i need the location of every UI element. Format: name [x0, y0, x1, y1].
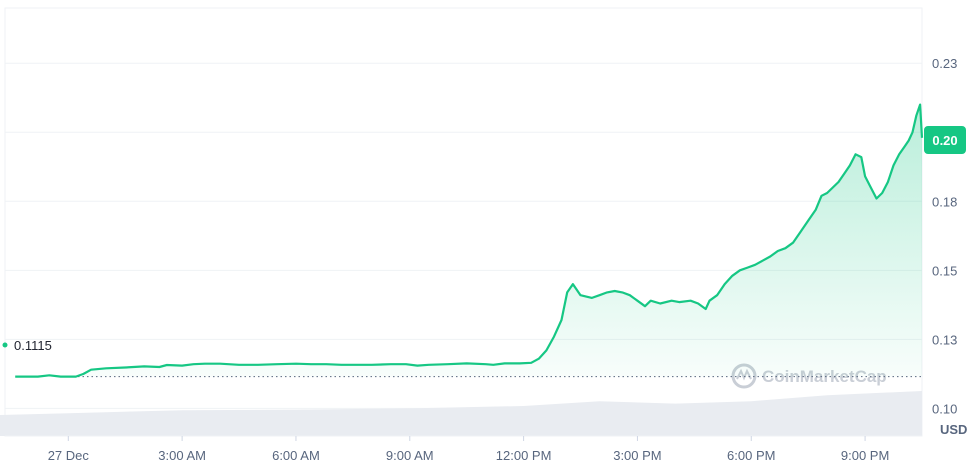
current-price-label: 0.20 [932, 133, 957, 148]
volume-bars [0, 391, 922, 436]
x-axis: 27 Dec 3:00 AM 6:00 AM 9:00 AM 12:00 PM 3:00 … [5, 435, 922, 463]
x-tick-label: 6:00 PM [727, 448, 775, 463]
x-tick-label: 6:00 AM [272, 448, 320, 463]
y-tick-label: 0.10 [932, 401, 957, 416]
current-price-badge-bg [924, 126, 966, 154]
start-price-label: 0.1115 [14, 338, 52, 353]
current-price-badge: 0.20 [924, 126, 966, 154]
y-tick-label: 0.15 [932, 263, 957, 278]
price-series-line [15, 103, 924, 378]
x-tick-label: 3:00 AM [158, 448, 206, 463]
start-price-marker: 0.1115 [2, 338, 52, 353]
x-tick-label: 9:00 PM [841, 448, 889, 463]
y-tick-label: 0.18 [932, 194, 957, 209]
currency-unit-label: USD [940, 422, 967, 437]
volume-area [0, 391, 922, 436]
x-tick-label: 12:00 PM [496, 448, 552, 463]
start-price-dot [2, 342, 8, 348]
x-tick-label: 3:00 PM [613, 448, 661, 463]
x-tick-label: 9:00 AM [386, 448, 434, 463]
y-tick-label: 0.23 [932, 56, 957, 71]
x-tick-label: 27 Dec [48, 448, 90, 463]
price-line [15, 103, 924, 378]
y-axis: 0.10 0.13 0.15 0.18 0.20 0.23 [932, 56, 957, 416]
y-tick-label: 0.13 [932, 332, 957, 347]
price-area-fill [15, 104, 922, 377]
price-area [15, 104, 922, 377]
